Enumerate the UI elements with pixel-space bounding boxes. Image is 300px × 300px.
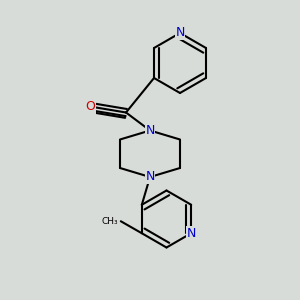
Text: N: N bbox=[145, 124, 155, 137]
Text: N: N bbox=[175, 26, 185, 40]
Text: N: N bbox=[187, 227, 196, 240]
Text: CH₃: CH₃ bbox=[101, 217, 118, 226]
Text: N: N bbox=[145, 170, 155, 184]
Text: O: O bbox=[85, 100, 95, 113]
